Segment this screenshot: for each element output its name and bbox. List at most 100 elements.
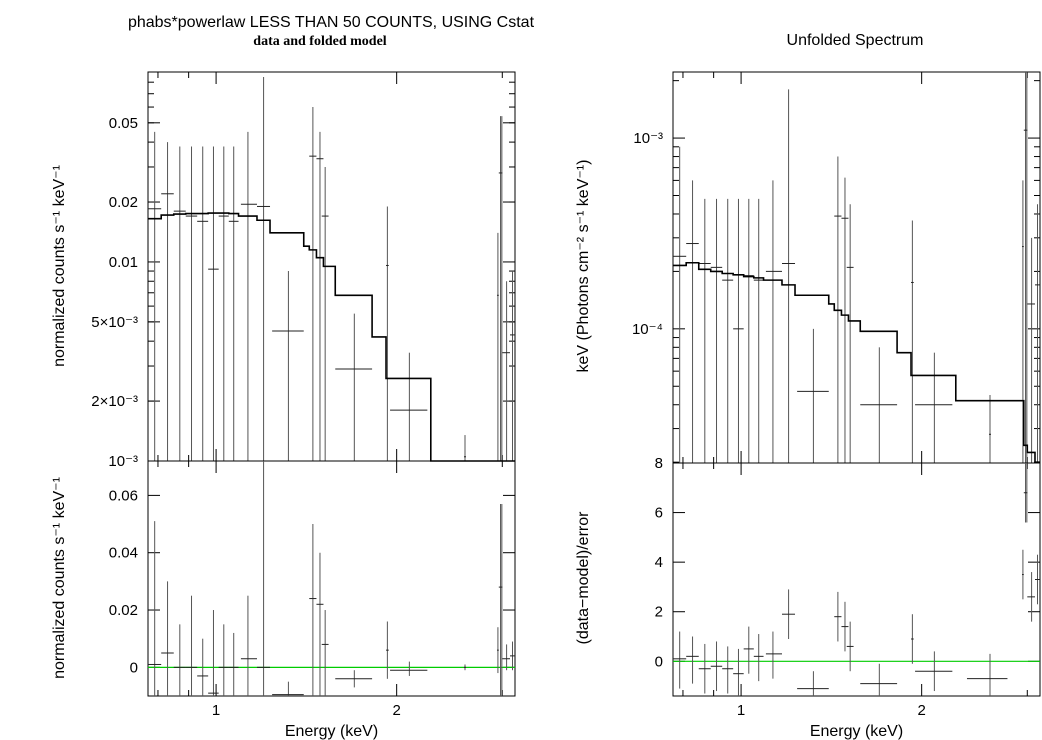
data-point	[765, 180, 782, 463]
xtick-label: 1	[212, 702, 220, 719]
panel-left-top: 10⁻³ 2×10⁻³ 5×10⁻³ 0.01 0.02 0.05 normalized c…	[51, 71, 516, 470]
x-axis-label: Energy (keV)	[285, 723, 378, 740]
data-point	[915, 651, 953, 692]
data-point	[386, 206, 389, 461]
data-point	[464, 435, 467, 461]
data-point	[722, 646, 734, 694]
data-point	[797, 328, 829, 463]
data-point	[501, 503, 503, 696]
data-point	[502, 281, 510, 461]
data-point	[698, 643, 711, 694]
panel-right-top: 10⁻⁴ 10⁻³ keV (Photons cm⁻² s⁻¹ keV⁻¹)	[575, 71, 1041, 464]
data-point	[309, 524, 317, 696]
data-point	[860, 663, 898, 696]
data-point	[846, 204, 854, 463]
data-point	[208, 610, 219, 696]
data-point	[185, 146, 198, 461]
data-point	[240, 131, 257, 461]
xtick-label: 2	[392, 702, 400, 719]
data-point	[797, 671, 829, 696]
data-point	[911, 614, 914, 664]
data-point	[185, 595, 198, 696]
y-axis-label: keV (Photons cm⁻² s⁻¹ keV⁻¹)	[575, 160, 592, 373]
y-axis-label: (data−model)/error	[575, 511, 592, 645]
data-point	[1026, 463, 1028, 523]
data-point	[316, 552, 324, 696]
xtick-label: 1	[737, 702, 745, 719]
data-point	[240, 595, 257, 696]
data-point	[860, 347, 898, 463]
data-point	[673, 146, 687, 463]
data-point	[509, 641, 515, 671]
data-point	[753, 198, 764, 463]
data-point	[256, 76, 271, 461]
data-point	[1022, 180, 1024, 463]
data-point	[673, 631, 687, 689]
data-point	[501, 116, 503, 461]
data-point	[781, 89, 796, 463]
x-axis-label: Energy (keV)	[810, 723, 903, 740]
ytick-label: 0.05	[109, 115, 138, 132]
data-point	[765, 631, 782, 679]
data-point	[698, 198, 711, 463]
data-point	[148, 521, 162, 696]
data-point	[710, 198, 723, 463]
data-point	[1034, 554, 1040, 605]
ytick-label: 2	[655, 604, 663, 621]
left-title: phabs*powerlaw LESS THAN 50 COUNTS, USIN…	[128, 14, 535, 31]
data-point	[497, 627, 499, 674]
data-point	[464, 664, 467, 671]
data-point	[228, 146, 239, 461]
data-point	[218, 624, 229, 696]
ytick-label: 10⁻⁴	[632, 321, 663, 338]
data-point	[208, 146, 219, 461]
data-point	[316, 131, 324, 461]
ytick-label: 10⁻³	[108, 453, 138, 470]
data-point	[497, 232, 499, 461]
data-point	[743, 626, 754, 674]
data-point	[272, 681, 304, 696]
data-point	[966, 653, 1008, 696]
data-point	[1027, 572, 1035, 622]
ytick-label: 5×10⁻³	[91, 314, 138, 331]
data-point	[321, 166, 329, 461]
data-point	[228, 632, 239, 696]
ytick-label: 0.06	[109, 487, 138, 504]
data-point	[161, 581, 174, 696]
ytick-label: 2×10⁻³	[91, 393, 138, 410]
data-point	[272, 271, 304, 461]
ytick-label: 10⁻³	[633, 130, 663, 147]
panel-left-bottom: 0 0.02 0.04 0.06 1 2 Energy (keV) normalized co…	[51, 460, 516, 740]
data-point	[390, 661, 428, 676]
y-axis-label: normalized counts s⁻¹ keV⁻¹	[51, 477, 68, 679]
data-point	[502, 644, 510, 671]
panels-group: 10⁻³ 2×10⁻³ 5×10⁻³ 0.01 0.02 0.05 normalized c…	[51, 71, 1041, 740]
data-point	[148, 131, 162, 461]
data-point	[686, 180, 699, 463]
ytick-label: 0.01	[109, 254, 138, 271]
data-point	[256, 461, 271, 696]
data-point	[197, 146, 209, 461]
data-point	[753, 634, 764, 682]
data-point	[161, 142, 174, 461]
data-point	[989, 394, 992, 463]
ytick-label: 0.02	[109, 602, 138, 619]
model-line	[673, 261, 1040, 463]
panel-right-bottom: 0 2 4 6 8 1 2 Energy (keV) (data−model)/error	[575, 455, 1041, 740]
data-point	[1022, 549, 1024, 600]
data-point	[335, 670, 373, 688]
xtick-label: 2	[917, 702, 925, 719]
data-point	[841, 177, 849, 463]
data-point	[197, 638, 209, 696]
left-subtitle: data and folded model	[253, 34, 387, 49]
data-point	[1034, 204, 1040, 463]
ytick-label: 8	[655, 455, 663, 472]
data-point	[390, 352, 428, 461]
data-point	[743, 198, 754, 463]
data-point	[173, 146, 186, 461]
data-point	[386, 621, 389, 679]
ytick-label: 0.04	[109, 545, 138, 562]
ytick-label: 0	[655, 653, 663, 670]
y-axis-label: normalized counts s⁻¹ keV⁻¹	[51, 165, 68, 367]
